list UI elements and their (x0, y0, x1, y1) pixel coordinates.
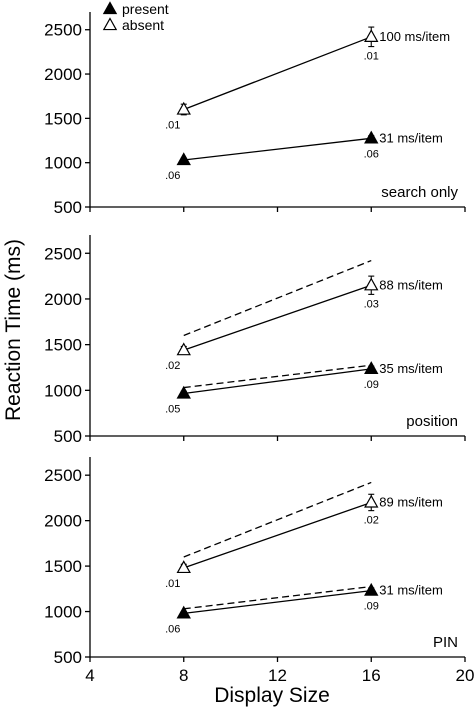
x-tick-label: 4 (85, 666, 94, 685)
data-point-present (364, 130, 379, 144)
y-tick-label: 1000 (44, 603, 82, 622)
reference-line-absent (183, 259, 372, 337)
y-tick-label: 2000 (44, 65, 82, 84)
x-tick-label: 12 (268, 666, 287, 685)
data-point-absent (364, 29, 379, 42)
data-point-present (364, 582, 379, 596)
error-rate-label: .02 (165, 360, 180, 372)
data-point-absent (176, 560, 191, 574)
panel-label: position (406, 413, 458, 430)
reference-line-absent (183, 481, 372, 558)
data-point-present (176, 605, 191, 619)
slope-label: 100 ms/item (379, 29, 450, 44)
slope-label: 88 ms/item (379, 277, 443, 292)
y-tick-label: 2500 (44, 466, 82, 485)
series-line-absent (183, 501, 372, 569)
series-line-absent (183, 284, 372, 351)
error-rate-label: .01 (364, 51, 379, 63)
data-point-absent (364, 494, 379, 508)
y-axis-label: Reaction Time (ms) (2, 239, 25, 421)
error-rate-label: .06 (165, 623, 180, 635)
legend-marker-present (102, 1, 118, 15)
x-tick-label: 8 (179, 666, 188, 685)
error-rate-label: .01 (165, 578, 180, 590)
series-line-absent (183, 36, 372, 111)
slope-label: 89 ms/item (379, 494, 443, 509)
error-rate-label: .05 (165, 404, 180, 416)
panel-label: search only (381, 184, 458, 201)
data-point-present (364, 361, 379, 374)
legend-label-absent: absent (122, 17, 164, 33)
slope-label: 35 ms/item (379, 361, 443, 376)
x-tick-label: 20 (456, 666, 474, 685)
error-rate-label: .02 (364, 515, 379, 527)
y-tick-label: 2000 (44, 290, 82, 309)
x-axis-label: Display Size (214, 684, 330, 707)
data-point-present (176, 152, 191, 166)
x-tick-label: 16 (362, 666, 381, 685)
y-tick-label: 1500 (44, 557, 82, 576)
y-tick-label: 2000 (44, 512, 82, 531)
y-tick-label: 1000 (44, 154, 82, 173)
y-tick-label: 500 (54, 427, 82, 446)
legend-marker-absent (102, 17, 118, 31)
error-rate-label: .01 (165, 120, 180, 132)
series-line-present (183, 137, 372, 161)
panel-label: PIN (433, 634, 458, 651)
slope-label: 31 ms/item (379, 130, 443, 145)
reference-line-present (183, 364, 372, 389)
series-line-present (183, 589, 372, 615)
data-point-absent (176, 101, 191, 115)
y-tick-label: 2500 (44, 244, 82, 263)
error-rate-label: .06 (165, 170, 180, 182)
data-point-absent (176, 342, 191, 356)
error-rate-label: .06 (364, 148, 379, 160)
data-point-absent (364, 277, 379, 291)
y-tick-label: 2500 (44, 21, 82, 40)
reference-line-present (183, 585, 372, 610)
error-rate-label: .03 (364, 298, 379, 310)
series-line-present (183, 368, 372, 395)
y-tick-label: 1500 (44, 336, 82, 355)
y-tick-label: 500 (54, 198, 82, 217)
slope-label: 31 ms/item (379, 583, 443, 598)
legend-label-present: present (122, 1, 169, 17)
y-tick-label: 1500 (44, 109, 82, 128)
error-rate-label: .09 (364, 379, 379, 391)
y-tick-label: 500 (54, 648, 82, 667)
error-rate-label: .09 (364, 601, 379, 613)
y-tick-label: 1000 (44, 381, 82, 400)
data-point-present (176, 385, 191, 399)
